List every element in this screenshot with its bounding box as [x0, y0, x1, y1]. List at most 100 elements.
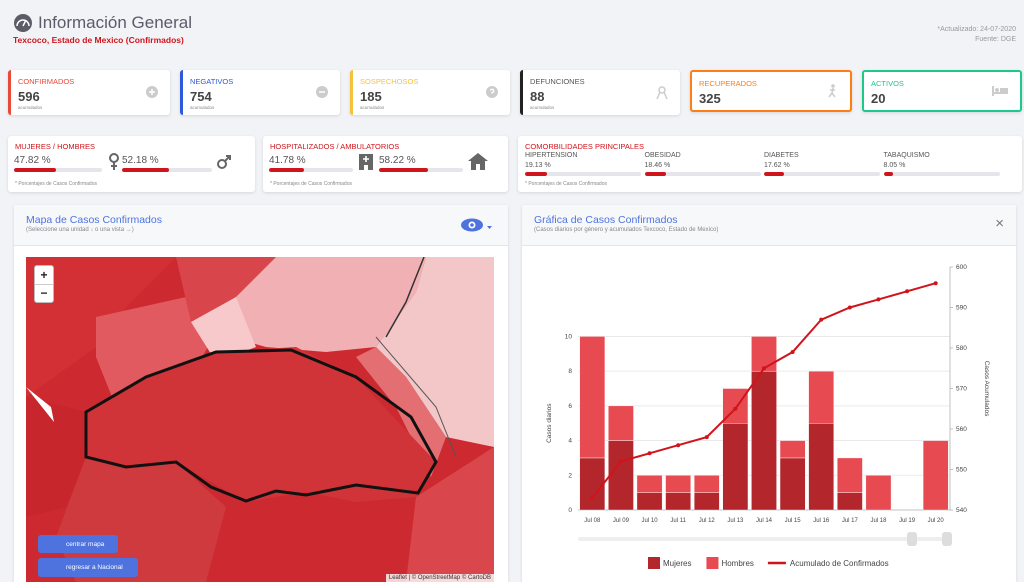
percent-label: 47.82 % — [14, 155, 51, 166]
percent-bar — [379, 168, 428, 172]
x-tick-label: Jul 15 — [785, 518, 802, 524]
x-tick-label: Jul 18 — [870, 518, 887, 524]
map-attribution: Leaflet | © OpenStreetMap © CartoDB — [385, 574, 494, 582]
x-tick-label: Jul 14 — [756, 518, 773, 524]
y-tick-label: 4 — [568, 438, 572, 445]
line-point — [733, 406, 738, 411]
percent-label: 58.22 % — [379, 155, 416, 166]
card-value: 20 — [871, 91, 886, 106]
bar — [751, 336, 777, 372]
hospital-icon — [359, 154, 373, 170]
x-tick-label: Jul 13 — [727, 518, 744, 524]
y2-tick-label: 550 — [956, 467, 967, 474]
card-note: acumulados — [360, 105, 385, 110]
y-tick-label: 8 — [568, 368, 572, 375]
bar — [693, 492, 720, 511]
card-value: 325 — [699, 91, 721, 106]
panel-note: * Porcentajes de Casos Confirmados — [525, 181, 607, 187]
bar — [608, 405, 634, 441]
y-axis-label: Casos diarios — [546, 403, 553, 443]
card-icon — [486, 86, 498, 98]
panel-header: Mapa de Casos Confirmados (Seleccione un… — [14, 205, 508, 246]
percent-track — [14, 168, 102, 172]
national-button[interactable]: regresar a Nacional — [38, 558, 138, 577]
female-icon — [109, 153, 119, 170]
bar — [751, 370, 777, 511]
x-tick-label: Jul 10 — [642, 518, 659, 524]
comorbidity-name: OBESIDAD — [644, 152, 681, 159]
percent-track — [644, 172, 761, 176]
page-subtitle: Texcoco, Estado de Mexico (Confirmados) — [13, 35, 184, 45]
card-icon — [146, 86, 158, 98]
bar — [665, 492, 691, 511]
center-button[interactable]: centrar mapa — [38, 535, 118, 553]
card: DEFUNCIONES 88 acumulados — [520, 70, 680, 115]
y2-tick-label: 600 — [956, 264, 967, 271]
y-tick-label: 2 — [568, 472, 572, 479]
slider-handle[interactable] — [907, 532, 917, 546]
view-toggle[interactable] — [460, 217, 494, 233]
legend-swatch — [648, 557, 660, 569]
bar — [837, 492, 863, 511]
card-label: SOSPECHOSOS — [360, 77, 419, 86]
card-value: 754 — [190, 89, 212, 104]
percent-bar — [525, 172, 548, 176]
zoom-in[interactable]: + — [35, 266, 53, 285]
card-value: 185 — [360, 89, 382, 104]
comorbidities-panel: COMORBILIDADES PRINCIPALES * Porcentajes… — [518, 136, 1022, 192]
card-icon — [316, 86, 328, 98]
legend-label[interactable]: Mujeres — [663, 559, 691, 568]
legend-label[interactable]: Hombres — [721, 559, 753, 568]
comorbidity-percent: 19.13 % — [525, 162, 551, 169]
legend-label[interactable]: Acumulado de Confirmados — [790, 559, 889, 568]
bar — [636, 492, 663, 511]
card-label: DEFUNCIONES — [530, 77, 585, 86]
card: RECUPERADOS 325 — [690, 70, 852, 112]
percent-track — [764, 172, 880, 176]
page-title: Información General — [38, 13, 193, 32]
panel-header: Gráfica de Casos Confirmados (Casos diar… — [522, 205, 1016, 246]
card-note: acumulados — [18, 105, 43, 110]
line-point — [590, 495, 595, 500]
male-icon — [217, 155, 231, 169]
zoom-control: + − — [34, 265, 54, 303]
y2-tick-label: 580 — [956, 345, 967, 352]
card-value: 88 — [530, 89, 545, 104]
x-tick-label: Jul 20 — [928, 518, 945, 524]
x-tick-label: Jul 08 — [584, 518, 601, 524]
percent-bar — [122, 168, 169, 172]
updated: *Actualizado: 24-07-2020 — [937, 26, 1016, 33]
x-tick-label: Jul 11 — [670, 518, 686, 524]
slider-handle[interactable] — [942, 532, 952, 546]
card-icon — [828, 84, 836, 98]
bar — [922, 440, 949, 511]
panel-title: HOSPITALIZADOS / AMBULATORIOS — [270, 142, 400, 151]
line-point — [618, 459, 623, 464]
map-panel: Mapa de Casos Confirmados (Seleccione un… — [14, 205, 508, 582]
hospital-panel: HOSPITALIZADOS / AMBULATORIOS 41.78 % 58… — [263, 136, 508, 192]
card-icon — [992, 86, 1008, 96]
map[interactable] — [26, 257, 494, 582]
close-button[interactable]: × — [995, 215, 1004, 232]
line-point — [704, 435, 709, 440]
card: CONFIRMADOS 596 acumulados — [8, 70, 170, 115]
comorbidity-percent: 8.05 % — [883, 162, 906, 169]
bar — [579, 336, 606, 459]
percent-bar — [883, 172, 893, 176]
comorbidity-percent: 18.46 % — [644, 162, 671, 169]
percent-track — [525, 172, 641, 176]
zoom-out[interactable]: − — [40, 286, 48, 300]
card: SOSPECHOSOS 185 acumulados — [350, 70, 510, 115]
line-point — [876, 297, 881, 302]
y-tick-label: 6 — [568, 403, 572, 410]
y-tick-label: 10 — [565, 333, 573, 340]
bar — [865, 475, 892, 511]
line-point — [847, 305, 852, 310]
panel-title: COMORBILIDADES PRINCIPALES — [525, 142, 645, 151]
bar — [608, 440, 634, 511]
card-label: NEGATIVOS — [190, 77, 234, 86]
y2-tick-label: 570 — [956, 386, 967, 393]
percent-label: 52.18 % — [122, 155, 159, 166]
legend-swatch — [706, 557, 719, 569]
panel-note: * Porcentajes de Casos Confirmados — [270, 181, 352, 187]
